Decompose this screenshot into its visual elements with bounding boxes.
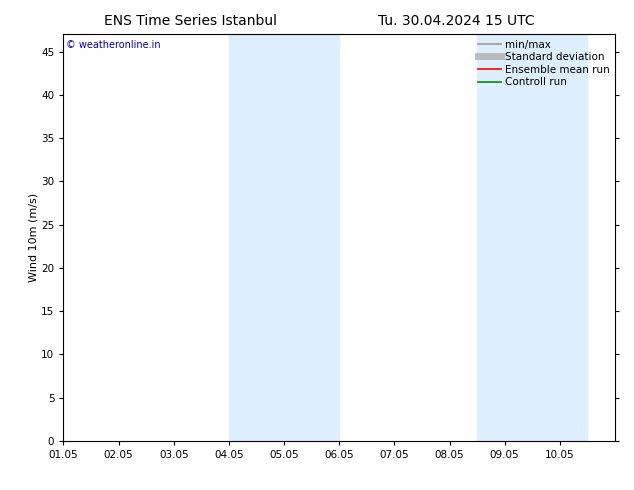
Text: ENS Time Series Istanbul: ENS Time Series Istanbul: [104, 14, 276, 28]
Text: Tu. 30.04.2024 15 UTC: Tu. 30.04.2024 15 UTC: [378, 14, 535, 28]
Bar: [477, 34, 588, 441]
Legend: min/max, Standard deviation, Ensemble mean run, Controll run: min/max, Standard deviation, Ensemble me…: [476, 37, 612, 89]
Text: © weatheronline.in: © weatheronline.in: [66, 40, 161, 50]
Y-axis label: Wind 10m (m/s): Wind 10m (m/s): [29, 193, 38, 282]
Bar: [229, 34, 339, 441]
